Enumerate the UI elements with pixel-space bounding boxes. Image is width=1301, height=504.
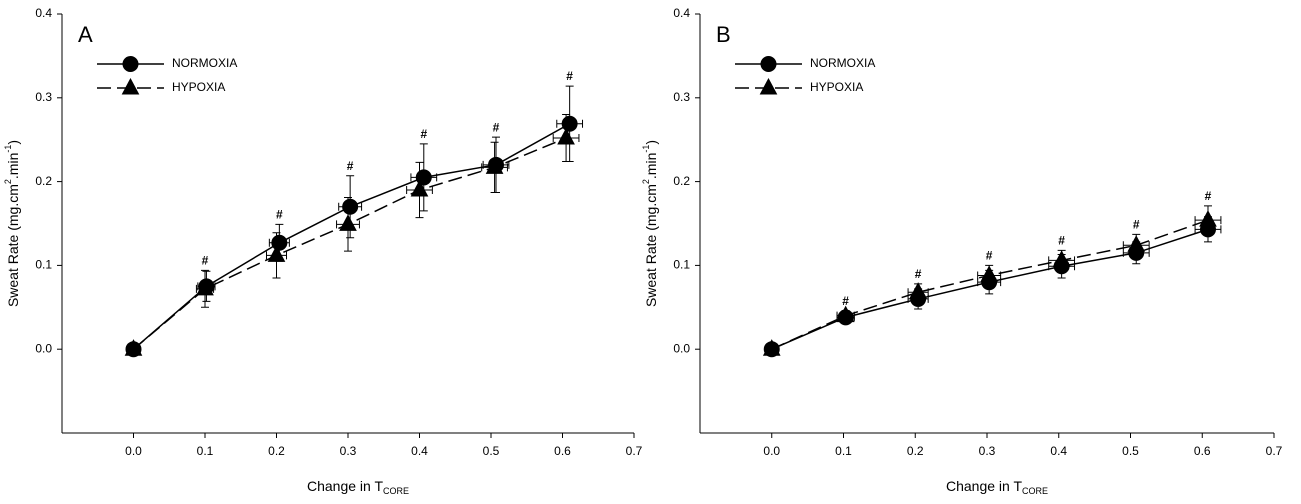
significance-mark: # [842, 294, 849, 308]
x-tick-label: 0.2 [907, 444, 924, 458]
x-axis-label: Change in TCORE [307, 478, 409, 497]
marker [762, 339, 781, 356]
legend-marker [760, 56, 777, 72]
y-label-text: .min [5, 153, 21, 179]
x-label-text: Change in T [307, 478, 383, 494]
x-label-text: Change in T [946, 478, 1022, 494]
y-tick-label: 0.0 [35, 341, 52, 355]
y-label-superscript: 2 [3, 179, 13, 184]
marker [980, 265, 998, 282]
significance-mark: # [986, 249, 993, 263]
significance-mark: # [1133, 218, 1140, 232]
legend-label: HYPOXIA [172, 80, 225, 94]
legend-marker [121, 77, 140, 95]
significance-mark: # [202, 254, 209, 268]
significance-mark: # [915, 267, 922, 281]
significance-mark: # [420, 127, 427, 141]
x-label-subscript: CORE [1022, 486, 1048, 496]
marker [1052, 250, 1071, 267]
panel: 0.0 0.1 0.2 0.3 0.4 0.0 0.1 0.2 0.3 0.4 0.5 0.6 0.7 C… [3, 6, 642, 496]
legend-label: HYPOXIA [810, 80, 863, 94]
x-tick-label: 0.0 [763, 444, 780, 458]
x-tick-label: 0.3 [979, 444, 996, 458]
legend-label: NORMOXIA [172, 56, 237, 70]
x-tick-label: 0.0 [125, 444, 142, 458]
x-tick-label: 0.6 [554, 444, 571, 458]
panel-label: A [78, 22, 93, 47]
x-tick-label: 0.6 [1194, 444, 1211, 458]
marker [557, 127, 575, 145]
x-tick-label: 0.3 [340, 444, 357, 458]
marker [836, 305, 855, 323]
significance-mark: # [347, 159, 354, 173]
y-label-text: Sweat Rate (mg.cm [643, 184, 659, 307]
marker [485, 157, 504, 174]
legend-label: NORMOXIA [810, 56, 875, 70]
panel: 0.0 0.1 0.2 0.3 0.4 0.0 0.1 0.2 0.3 0.4 0.5 0.6 0.7 C… [641, 6, 1282, 496]
y-label-text: .min [643, 153, 659, 179]
y-tick-label: 0.3 [35, 90, 52, 104]
series-line [133, 123, 571, 350]
significance-mark: # [566, 69, 573, 83]
y-axis-label: Sweat Rate (mg.cm2.min-1) [641, 140, 658, 307]
significance-mark: # [1205, 189, 1212, 203]
legend-marker [759, 77, 778, 95]
marker [124, 339, 143, 356]
y-tick-label: 0.4 [673, 6, 690, 20]
x-tick-label: 0.4 [1050, 444, 1067, 458]
marker [410, 179, 429, 197]
x-tick-label: 0.2 [268, 444, 285, 458]
y-tick-label: 0.4 [35, 6, 52, 20]
marker [909, 282, 927, 299]
y-label-text: ) [5, 140, 21, 145]
x-tick-label: 0.7 [626, 444, 643, 458]
y-label-superscript: 2 [641, 179, 651, 184]
y-tick-label: 0.2 [35, 174, 52, 188]
x-tick-label: 0.1 [835, 444, 852, 458]
y-tick-label: 0.1 [35, 258, 52, 272]
y-label-superscript: -1 [3, 145, 13, 153]
y-label-text: ) [643, 140, 659, 145]
marker [267, 245, 286, 262]
y-tick-label: 0.0 [673, 341, 690, 355]
y-tick-label: 0.1 [673, 258, 690, 272]
y-tick-label: 0.3 [673, 90, 690, 104]
x-tick-label: 0.4 [411, 444, 428, 458]
significance-mark: # [1058, 233, 1065, 247]
x-tick-label: 0.5 [1122, 444, 1139, 458]
x-tick-label: 0.1 [197, 444, 214, 458]
marker [339, 214, 357, 231]
significance-mark: # [276, 208, 283, 222]
marker [196, 278, 214, 296]
marker [1127, 235, 1146, 252]
x-tick-label: 0.7 [1266, 444, 1283, 458]
y-tick-label: 0.2 [673, 174, 690, 188]
marker [561, 115, 578, 132]
y-axis-label: Sweat Rate (mg.cm2.min-1) [3, 140, 20, 307]
y-label-superscript: -1 [641, 145, 651, 153]
x-axis-label: Change in TCORE [946, 478, 1048, 497]
legend-marker [122, 56, 139, 72]
y-label-text: Sweat Rate (mg.cm [5, 184, 21, 307]
marker [342, 198, 359, 215]
x-tick-label: 0.5 [483, 444, 500, 458]
significance-mark: # [493, 120, 500, 134]
x-label-subscript: CORE [383, 486, 409, 496]
panel-label: B [716, 22, 731, 47]
marker [1199, 210, 1217, 227]
marker [271, 234, 288, 251]
